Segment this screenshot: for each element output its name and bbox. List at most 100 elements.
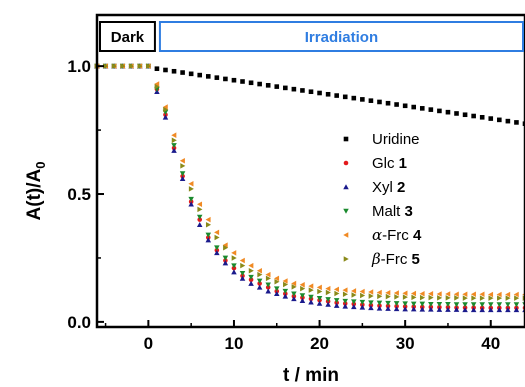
data-point [265,275,271,282]
data-point [377,99,382,105]
data-point [188,201,194,207]
legend-name: Malt [372,203,401,220]
plot-frame [95,13,525,329]
y-axis-title: A(t)/A0 [24,162,48,221]
data-point [154,81,160,87]
series-layer [94,63,525,313]
data-point [325,297,331,303]
data-point [376,300,383,306]
data-point [342,298,348,304]
data-point [265,282,271,288]
data-point [488,116,494,121]
data-point [454,295,460,301]
data-point [171,147,177,153]
data-point [171,137,177,144]
data-point [393,290,399,296]
data-point [351,95,357,101]
data-point [274,278,280,285]
data-point [300,88,305,93]
data-point [325,289,331,296]
data-point [342,291,348,298]
data-point [239,270,246,277]
data-point [154,83,160,90]
data-point [445,306,451,312]
data-point [188,181,194,187]
data-point [377,293,383,300]
data-point [514,295,520,301]
x-tick-label: 30 [396,334,415,353]
data-point [471,113,476,119]
data-point [437,108,442,114]
data-point [333,286,339,293]
data-point [274,275,280,282]
data-point [342,94,348,100]
data-point [402,306,408,312]
data-point [274,290,280,297]
data-point [248,80,254,86]
data-point [308,89,314,95]
data-point [205,221,212,228]
data-point [308,299,314,305]
legend-label: Malt 3 [372,203,413,220]
data-point [513,291,519,298]
legend-label: Xyl 2 [372,179,405,196]
data-point [462,112,468,118]
data-point [462,302,468,308]
data-point [325,301,331,307]
data-point [333,302,340,308]
data-point [317,288,323,295]
data-point [239,275,246,281]
data-point [180,163,186,169]
data-point [248,280,254,286]
data-point [454,111,459,116]
data-point [205,232,212,238]
legend-item-5: α-Frc 4 [343,226,422,244]
data-point [462,307,468,313]
legend-label: β-Frc 5 [371,250,420,268]
legend-label: α-Frc 4 [372,226,422,244]
data-point [283,281,289,288]
data-point [128,63,134,69]
data-point [205,216,211,223]
data-point [265,271,271,278]
data-point [470,291,476,298]
data-point [505,118,511,124]
data-point [274,286,280,292]
data-point [291,280,297,287]
data-point [171,132,177,138]
data-point [393,301,400,307]
data-point [497,117,502,123]
data-point [240,79,245,84]
data-point [505,302,511,308]
data-point [282,293,289,299]
data-point [196,221,203,228]
data-point [197,206,203,213]
x-tick-label: 40 [481,334,500,353]
data-point [513,307,520,313]
axis-layer: 0 10 20 30 40 0.0 0.5 1.0 [67,57,500,353]
data-point [496,307,503,313]
data-point [265,83,271,88]
data-point [256,278,263,284]
data-point [471,295,477,301]
data-point [214,250,220,256]
legend-name: Glc [372,155,395,172]
data-point [162,114,169,120]
data-point [419,301,426,307]
legend-item-3: Xyl 2 [343,179,405,196]
series-6 [94,63,525,301]
legend-name: Frc [387,227,409,244]
data-point [445,109,451,115]
data-point [428,107,434,112]
data-point [410,306,417,312]
data-point [171,143,177,149]
data-point [146,63,152,69]
legend-item-4: Malt 3 [343,203,413,220]
y-tick-label: 0.0 [67,313,91,332]
series-2 [94,63,525,311]
data-point [231,77,237,83]
y-axis-title-main: A(t)/A [24,168,45,220]
legend-prefix: α [372,226,382,244]
data-point [248,262,254,269]
data-point [411,294,417,301]
